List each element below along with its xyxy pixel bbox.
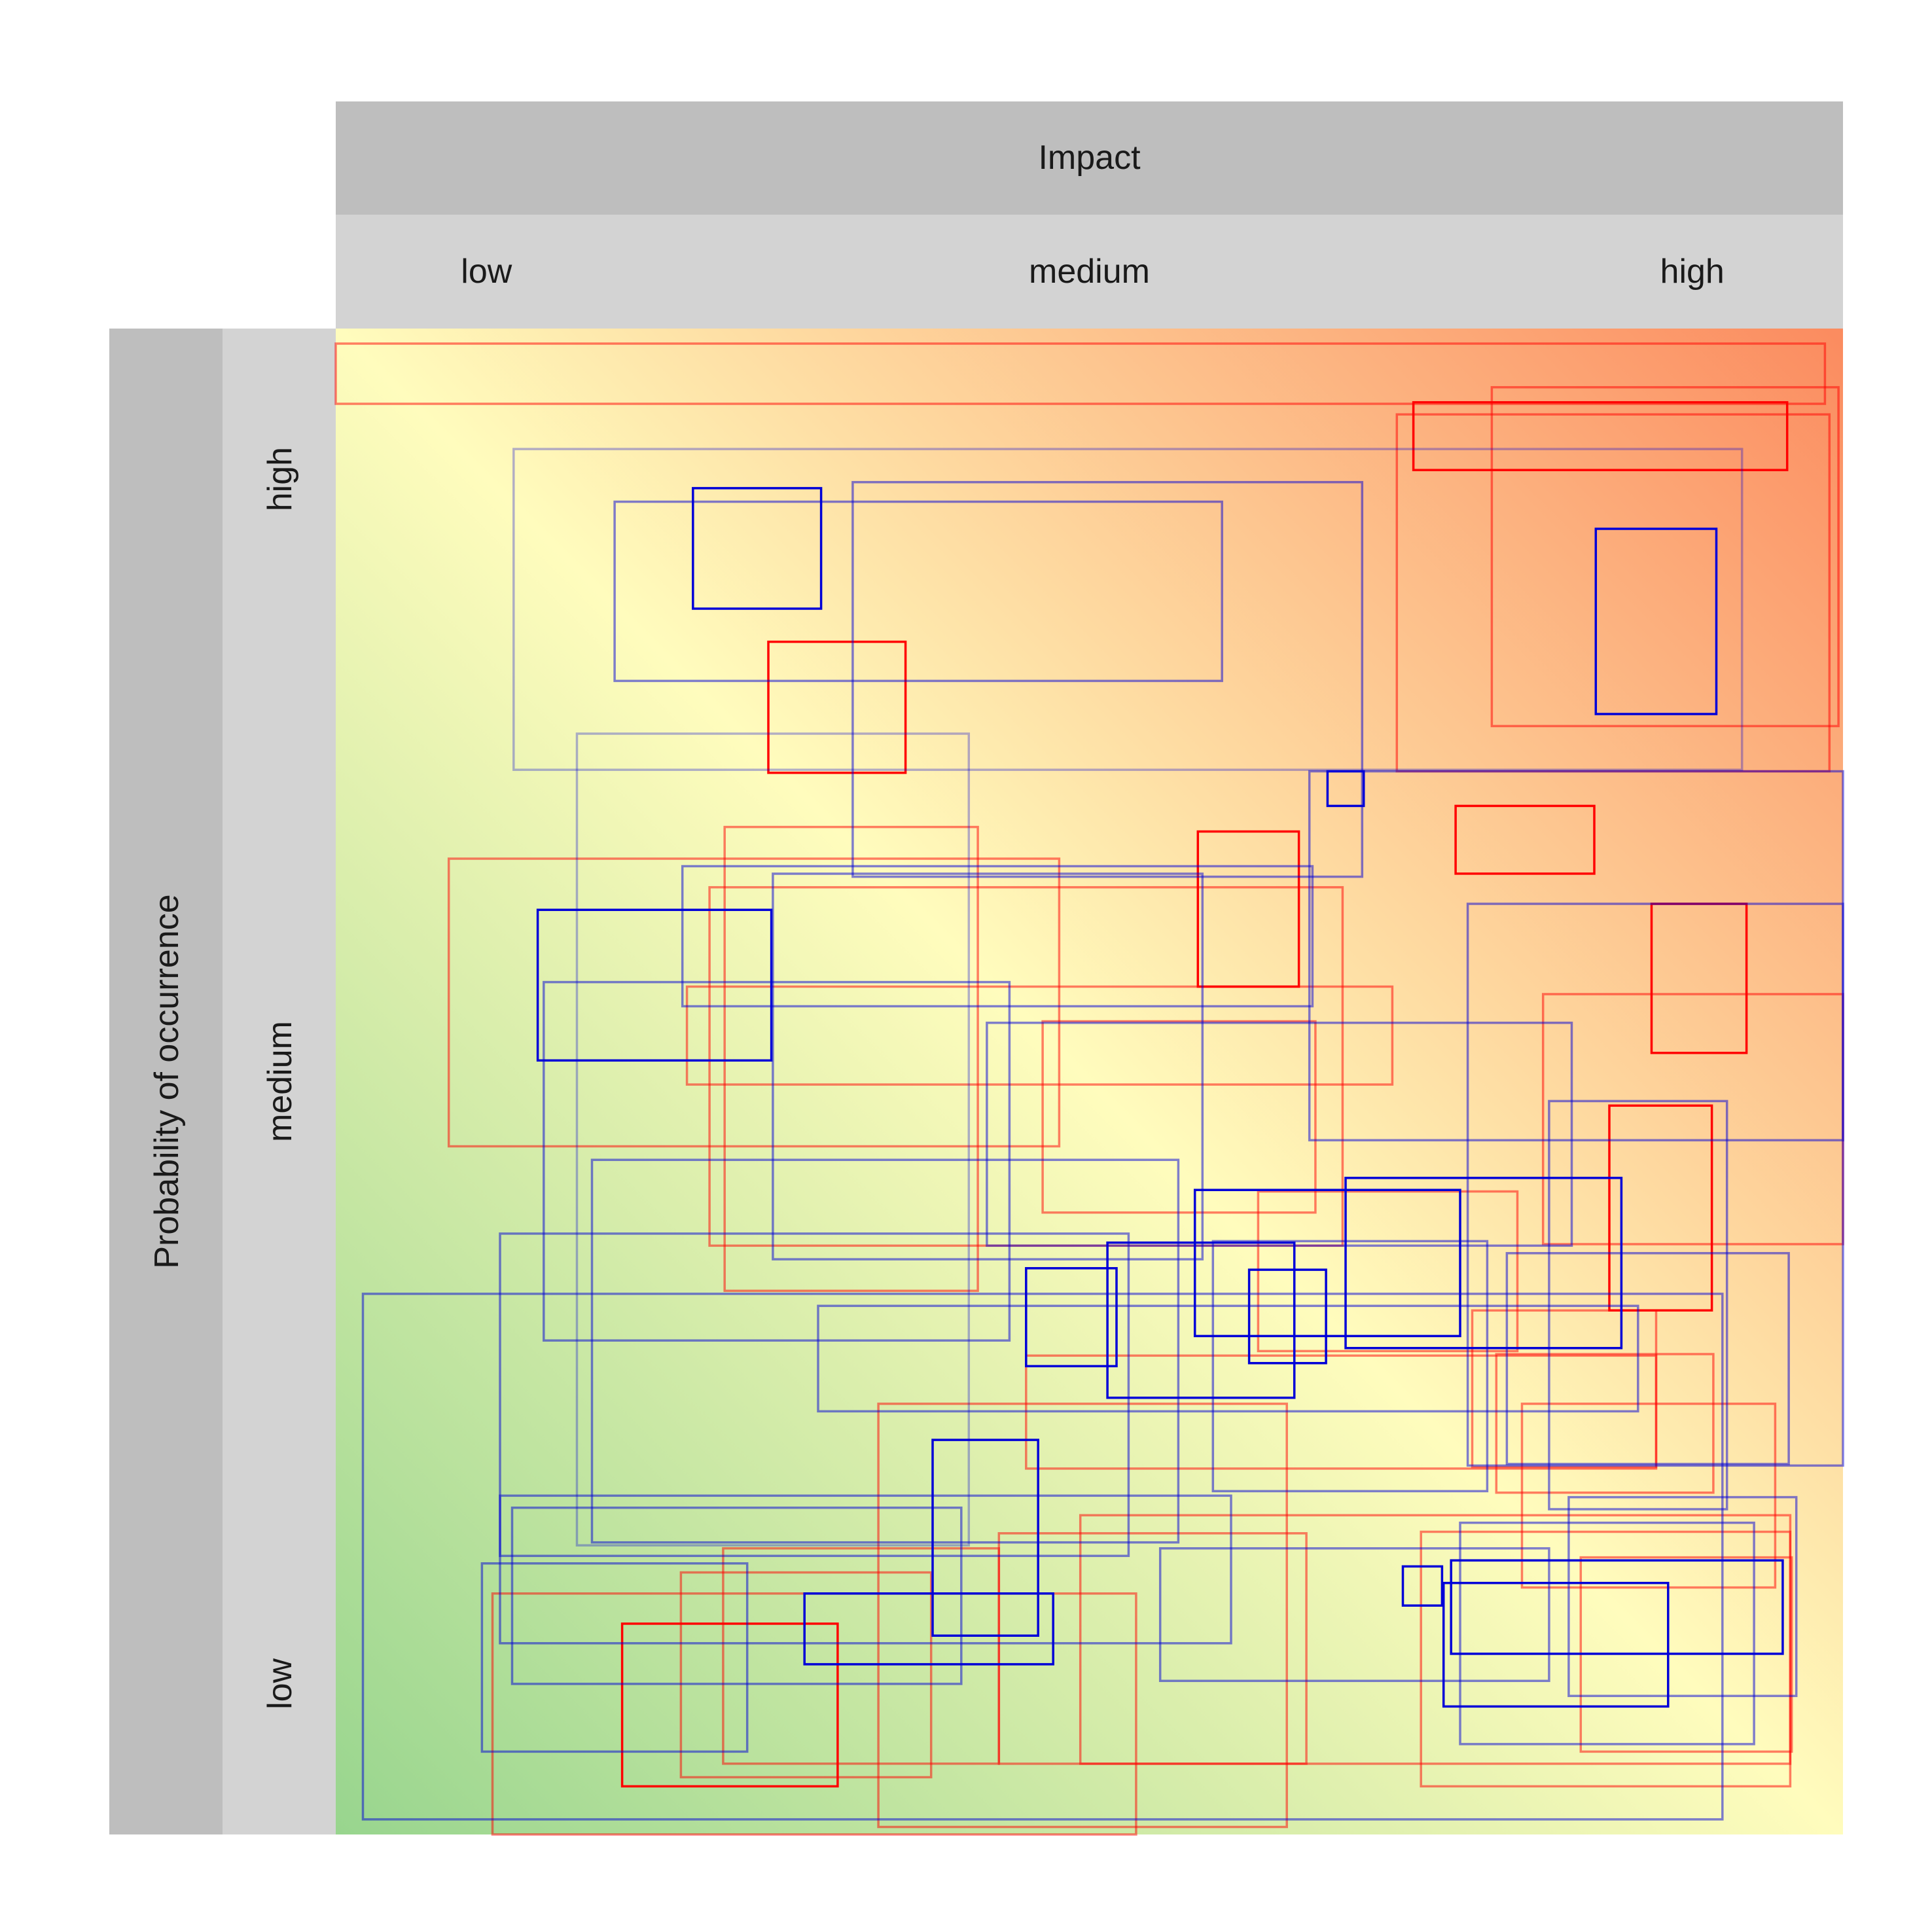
impact-strip <box>336 101 1843 215</box>
probability-category-low: low <box>261 1658 299 1709</box>
blue-risk-rect <box>480 1562 749 1753</box>
blue-risk-rect <box>536 908 773 1062</box>
red-risk-rect <box>1454 804 1596 875</box>
blue-risk-rect <box>692 487 823 610</box>
blue-risk-rect <box>772 872 1204 1261</box>
blue-risk-rect <box>590 1158 1180 1544</box>
blue-risk-rect <box>817 1304 1639 1413</box>
blue-risk-rect <box>1401 1565 1444 1607</box>
red-risk-rect <box>1420 1530 1792 1788</box>
blue-risk-rect <box>1344 1177 1623 1350</box>
impact-category-strip <box>336 215 1843 329</box>
impact-category-medium: medium <box>1029 253 1150 291</box>
blue-risk-rect <box>1326 770 1365 808</box>
red-risk-rect <box>1490 385 1840 728</box>
impact-category-labels: low medium high <box>461 253 1725 291</box>
red-risk-rect <box>685 985 1394 1086</box>
blue-risk-rect <box>1567 1495 1798 1698</box>
red-risk-rect <box>620 1622 839 1788</box>
blue-risk-rect <box>1193 1189 1461 1338</box>
red-risk-rect <box>877 1403 1288 1829</box>
probability-label: Probability of occurrence <box>148 894 186 1268</box>
blue-risk-rect <box>931 1439 1039 1637</box>
blue-risk-rect <box>575 732 971 1547</box>
blue-risk-rect <box>1594 528 1718 715</box>
red-risk-rect <box>1520 1403 1777 1589</box>
impact-category-low: low <box>461 253 512 291</box>
blue-risk-rect <box>1025 1267 1118 1368</box>
blue-risk-rect <box>1247 1268 1327 1365</box>
blue-risk-rect <box>1106 1241 1296 1399</box>
blue-risk-rect <box>1158 1547 1550 1683</box>
red-risk-rect <box>1495 1353 1715 1494</box>
red-risk-rect <box>1608 1104 1713 1312</box>
red-risk-rect <box>679 1571 933 1779</box>
blue-risk-rect <box>543 980 1011 1342</box>
blue-risk-rect <box>851 480 1364 878</box>
probability-category-medium: medium <box>261 1021 299 1142</box>
impact-category-high: high <box>1660 253 1725 291</box>
probability-strip <box>109 329 223 1834</box>
blue-risk-rect <box>803 1592 1054 1666</box>
red-risk-rect <box>447 857 1061 1148</box>
blue-risk-rect <box>613 500 1223 683</box>
probability-category-high: high <box>261 447 299 511</box>
blue-risk-rect <box>986 1022 1573 1247</box>
blue-risk-rect <box>361 1293 1724 1821</box>
probability-category-strip <box>223 329 336 1834</box>
blue-risk-rect <box>1450 1559 1784 1655</box>
blue-risk-rect <box>1211 1240 1489 1493</box>
blue-risk-rect <box>1442 1581 1670 1708</box>
blue-risk-rect <box>1459 1521 1755 1745</box>
probability-category-labels: low medium high <box>261 447 299 1709</box>
red-risk-rect <box>723 825 979 1293</box>
blue-risk-rect <box>499 1494 1232 1645</box>
risk-gradient-panel <box>336 329 1843 1834</box>
red-risk-rect <box>997 1532 1308 1765</box>
blue-risk-rect <box>510 1506 963 1685</box>
blue-risk-rect <box>512 448 1744 771</box>
blue-risk-rect <box>1505 1252 1790 1465</box>
red-risk-rect <box>1412 401 1789 471</box>
red-risk-rect <box>767 640 907 774</box>
blue-risk-rect <box>681 865 1314 1008</box>
blue-risk-rect <box>499 1232 1130 1558</box>
impact-label: Impact <box>1038 139 1141 177</box>
risk-rectangles <box>334 342 1844 1836</box>
blue-risk-rect <box>1466 903 1844 1467</box>
red-risk-rect <box>1257 1190 1519 1353</box>
red-risk-rect <box>334 342 1827 405</box>
